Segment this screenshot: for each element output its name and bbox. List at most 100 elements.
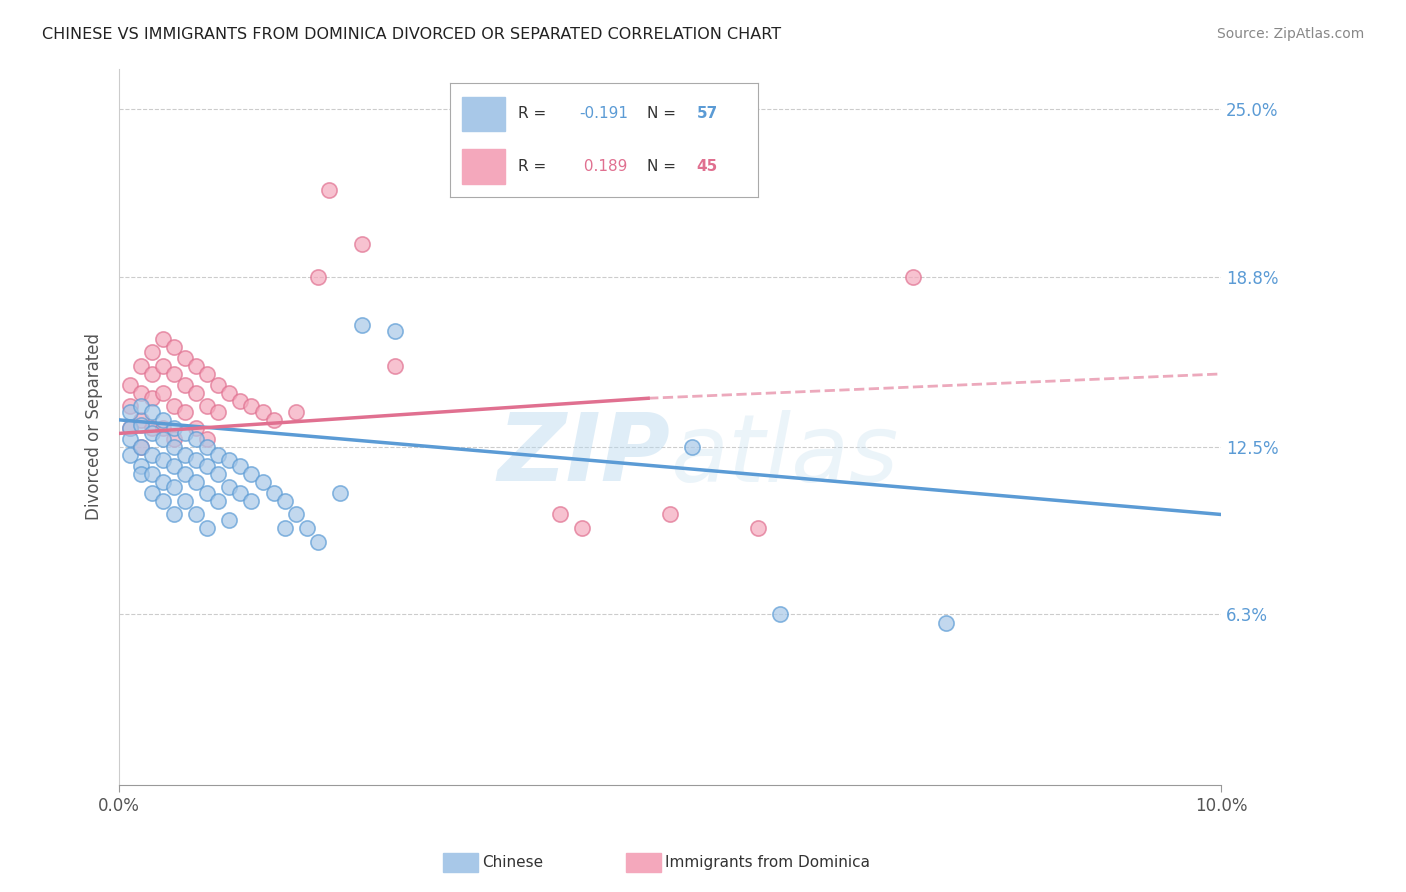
Point (186, 421, 208, 435)
Point (120, 421, 142, 435)
Point (152, 385, 174, 400)
Point (163, 432, 186, 446)
Point (197, 458, 219, 473)
Text: CHINESE VS IMMIGRANTS FROM DOMINICA DIVORCED OR SEPARATED CORRELATION CHART: CHINESE VS IMMIGRANTS FROM DOMINICA DIVO… (42, 27, 782, 42)
Point (120, 421, 142, 435)
Point (163, 508, 186, 522)
Point (174, 426, 197, 441)
Point (120, 432, 142, 446)
Point (141, 367, 163, 381)
Point (548, 508, 571, 522)
Point (207, 448, 229, 462)
Point (207, 377, 229, 392)
Point (152, 475, 174, 489)
Point (197, 367, 219, 381)
Text: ZIP: ZIP (498, 409, 671, 501)
Point (229, 394, 252, 409)
Point (152, 359, 174, 373)
Point (207, 494, 229, 508)
Point (131, 440, 153, 454)
Point (141, 421, 163, 435)
Point (174, 377, 197, 392)
Point (152, 421, 174, 435)
Point (141, 486, 163, 500)
Point (186, 508, 208, 522)
Point (769, 607, 792, 622)
Point (197, 432, 219, 446)
Point (131, 400, 153, 414)
Point (141, 426, 163, 441)
Point (571, 521, 593, 535)
Text: atlas: atlas (671, 409, 898, 500)
Point (186, 359, 208, 373)
Point (197, 400, 219, 414)
Point (163, 480, 186, 494)
Point (284, 508, 307, 522)
Point (240, 400, 263, 414)
Point (329, 486, 352, 500)
Point (240, 467, 263, 481)
Point (384, 359, 406, 373)
Point (747, 521, 769, 535)
Point (174, 351, 197, 365)
Point (197, 440, 219, 454)
Point (120, 448, 142, 462)
Text: Source: ZipAtlas.com: Source: ZipAtlas.com (1216, 27, 1364, 41)
Point (186, 385, 208, 400)
Point (218, 385, 240, 400)
Point (152, 332, 174, 346)
Point (120, 405, 142, 419)
Point (186, 453, 208, 467)
Point (163, 400, 186, 414)
Point (163, 421, 186, 435)
Point (318, 183, 340, 197)
Point (263, 413, 285, 427)
Point (307, 534, 329, 549)
Point (141, 391, 163, 405)
Point (163, 340, 186, 354)
Point (186, 475, 208, 489)
Point (174, 448, 197, 462)
Point (163, 458, 186, 473)
Point (131, 418, 153, 433)
Point (273, 494, 295, 508)
Point (284, 405, 307, 419)
Point (240, 494, 263, 508)
Point (120, 400, 142, 414)
Point (935, 615, 957, 630)
Point (307, 269, 329, 284)
Point (229, 486, 252, 500)
Point (218, 480, 240, 494)
Point (681, 440, 703, 454)
Point (131, 467, 153, 481)
Point (218, 453, 240, 467)
Point (295, 521, 318, 535)
Point (901, 269, 924, 284)
Point (141, 448, 163, 462)
Point (152, 432, 174, 446)
Point (252, 405, 274, 419)
Point (350, 237, 373, 252)
Point (152, 413, 174, 427)
Y-axis label: Divorced or Separated: Divorced or Separated (86, 333, 103, 520)
Point (131, 413, 153, 427)
Point (186, 432, 208, 446)
Point (120, 377, 142, 392)
Point (174, 467, 197, 481)
Point (174, 494, 197, 508)
Text: Chinese: Chinese (482, 855, 543, 870)
Point (131, 440, 153, 454)
Point (131, 458, 153, 473)
Point (152, 453, 174, 467)
Point (252, 475, 274, 489)
Point (207, 467, 229, 481)
Point (273, 521, 295, 535)
Point (218, 513, 240, 527)
Point (131, 359, 153, 373)
Point (263, 486, 285, 500)
Point (384, 324, 406, 338)
Point (141, 405, 163, 419)
Point (350, 318, 373, 333)
Point (152, 494, 174, 508)
Point (163, 440, 186, 454)
